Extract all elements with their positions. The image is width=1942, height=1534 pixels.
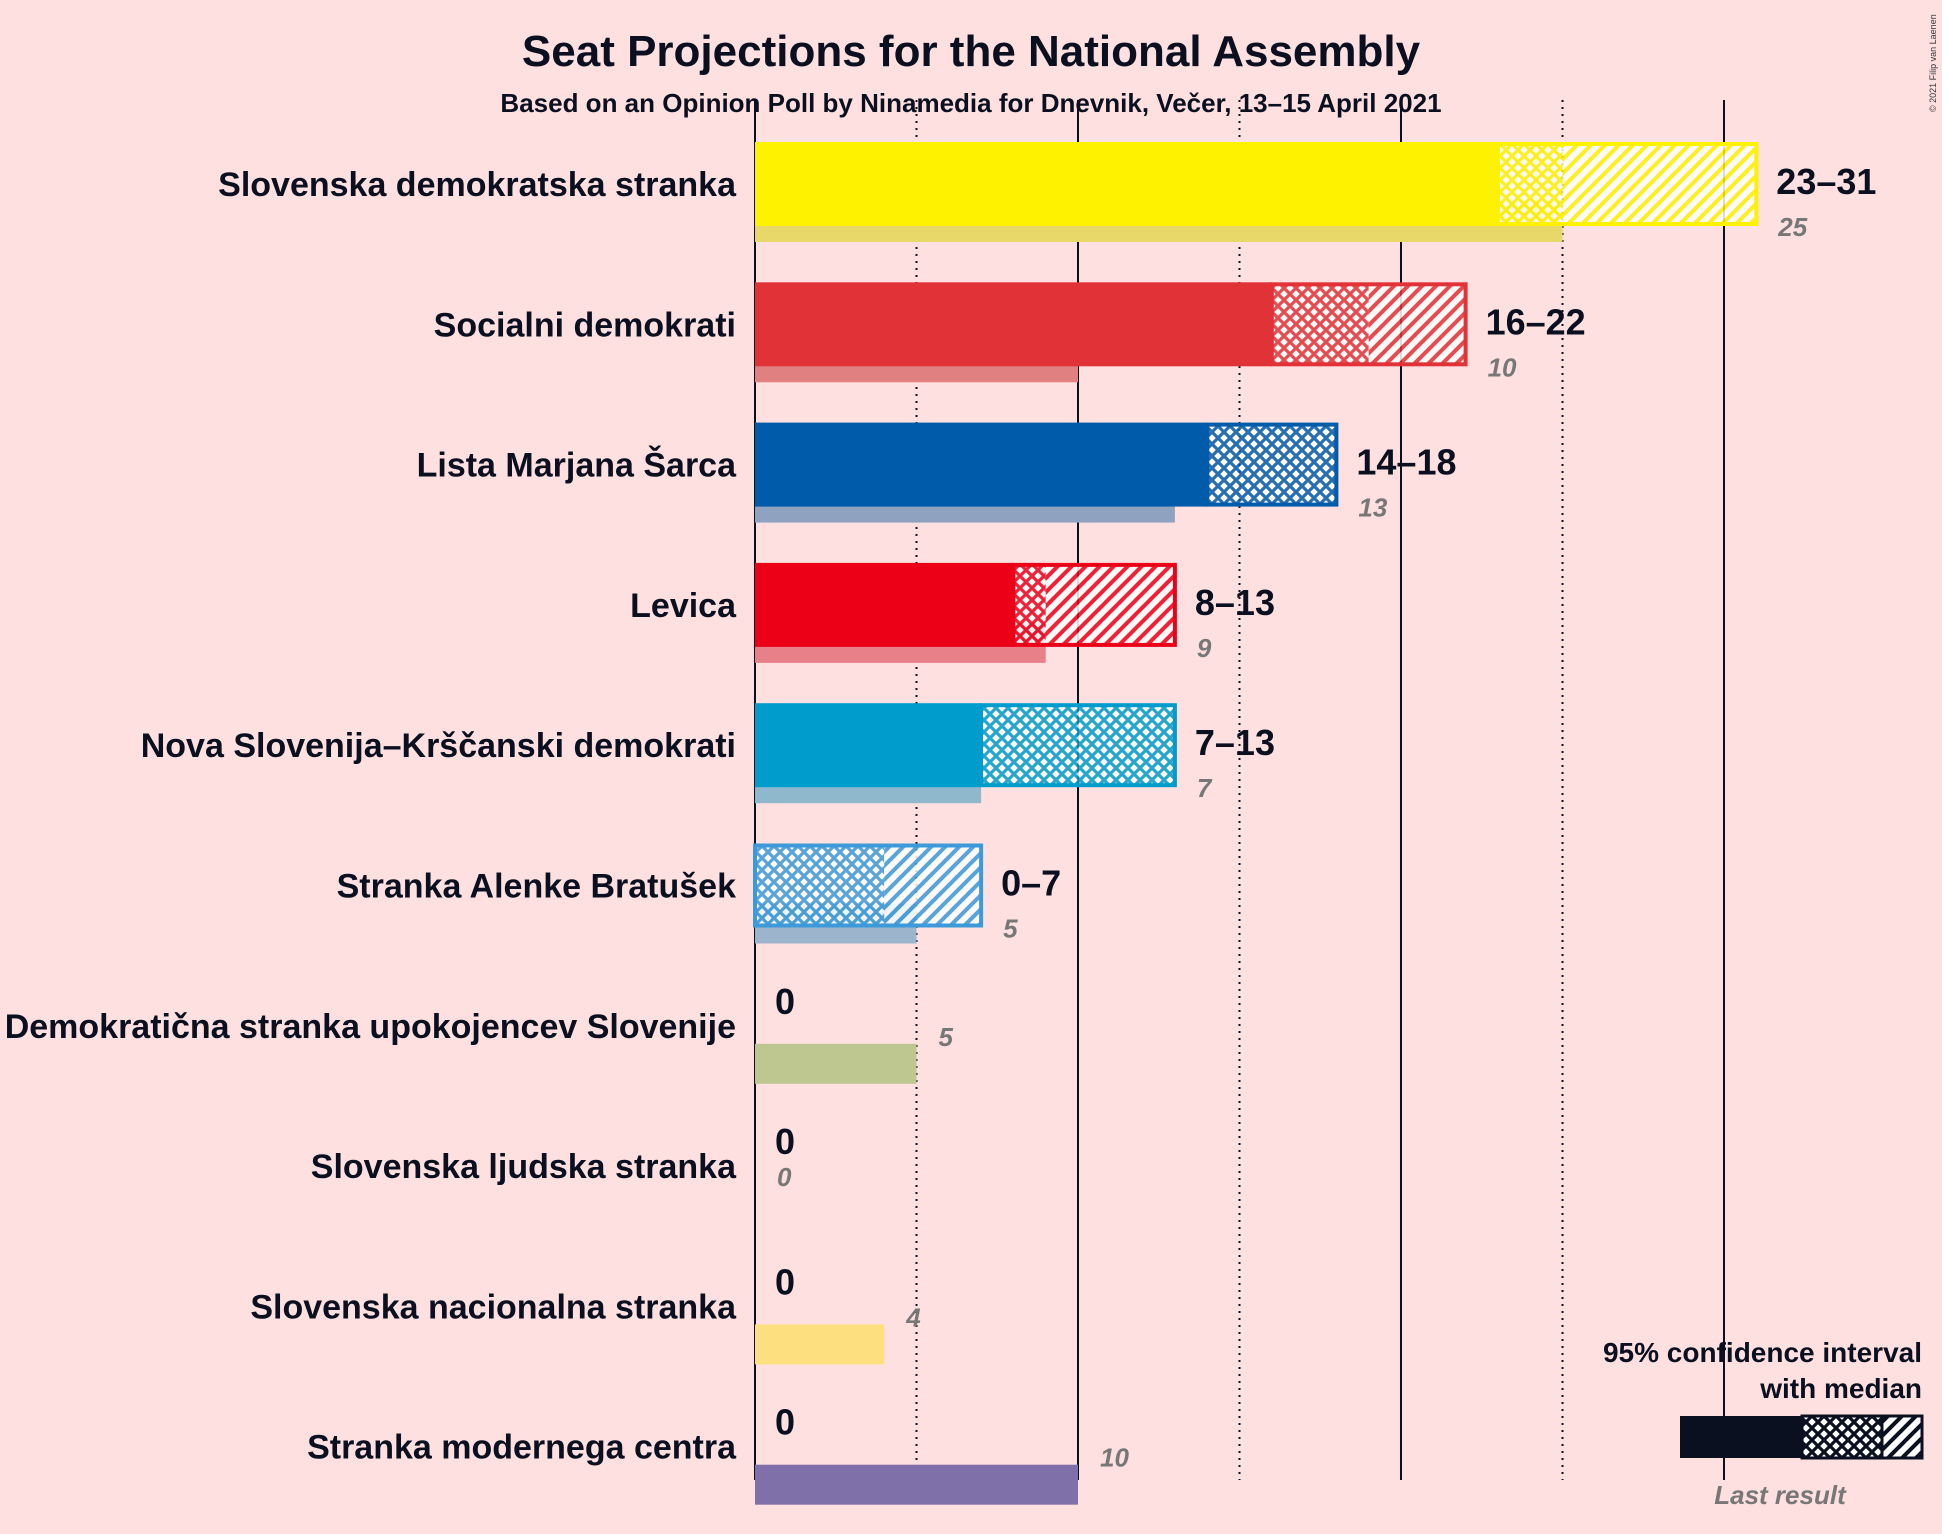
ci-solid-bar: [755, 562, 1014, 647]
last-result-label: 10: [1100, 1443, 1129, 1473]
ci-outline: [753, 843, 984, 928]
copyright-notice: © 2021 Filip van Laenen: [1928, 14, 1938, 112]
last-result-bar: [755, 1043, 917, 1084]
last-result-bar: [755, 1464, 1078, 1505]
seat-range-label: 14–18: [1356, 442, 1456, 483]
party-name: Slovenska nacionalna stranka: [250, 1288, 737, 1326]
seat-range-label: 0: [775, 981, 795, 1022]
seat-range-label: 23–31: [1776, 161, 1876, 202]
party-name: Demokratična stranka upokojencev Sloveni…: [5, 1008, 736, 1046]
last-result-label: 5: [1003, 914, 1018, 944]
ci-solid-bar: [755, 422, 1208, 507]
last-result-label: 7: [1197, 773, 1213, 803]
party-name: Socialni demokrati: [434, 306, 736, 344]
party-name: Slovenska ljudska stranka: [311, 1148, 737, 1186]
party-row-1: Socialni demokrati 16–22 10: [434, 282, 1586, 383]
chart-title: Seat Projections for the National Assemb…: [522, 27, 1421, 76]
seat-range-label: 0: [775, 1402, 795, 1443]
legend-solid-swatch: [1680, 1416, 1802, 1458]
last-result-label: 25: [1777, 212, 1807, 242]
party-name: Slovenska demokratska stranka: [218, 166, 737, 204]
party-bars: Slovenska demokratska stranka 23–31 25 Soci…: [5, 142, 1876, 1505]
last-result-label: 10: [1488, 352, 1517, 382]
legend-title-line2: with median: [1759, 1373, 1922, 1404]
party-name: Lista Marjana Šarca: [417, 446, 737, 485]
ci-outline: [1269, 282, 1468, 367]
last-result-label: 5: [939, 1022, 954, 1052]
seat-range-label: 7–13: [1195, 722, 1275, 763]
party-row-6: Demokratična stranka upokojencev Sloveni…: [5, 981, 954, 1084]
ci-outline: [1495, 142, 1759, 226]
ci-outline: [979, 703, 1177, 788]
seat-range-label: 0: [775, 1121, 795, 1162]
party-row-7: Slovenska ljudska stranka 00: [311, 1121, 795, 1192]
seat-range-label: 0: [775, 1261, 795, 1302]
party-row-5: Stranka Alenke Bratušek 0–7 5: [337, 843, 1061, 944]
ci-solid-bar: [755, 703, 982, 788]
ci-diagonal-bar: [1562, 144, 1757, 224]
legend-title-line1: 95% confidence interval: [1603, 1337, 1922, 1368]
ci-outline: [1011, 562, 1177, 647]
party-name: Stranka Alenke Bratušek: [337, 868, 736, 906]
party-name: Nova Slovenija–Krščanski demokrati: [141, 727, 736, 765]
last-result-bar: [755, 1324, 885, 1365]
ci-crosshatch-bar: [981, 705, 1175, 786]
party-row-8: Slovenska nacionalna stranka 0 4: [250, 1261, 921, 1365]
ci-crosshatch-bar: [1207, 424, 1337, 505]
party-row-2: Lista Marjana Šarca 14–18 13: [417, 422, 1457, 523]
party-row-3: Levica 8–13 9: [630, 562, 1275, 663]
last-result-label: 9: [1197, 633, 1212, 663]
last-result-label: 4: [905, 1302, 921, 1332]
ci-crosshatch-bar: [1013, 564, 1046, 645]
ci-crosshatch-bar: [1497, 144, 1563, 224]
seat-range-label: 16–22: [1486, 301, 1586, 342]
party-name: Stranka modernega centra: [307, 1429, 737, 1467]
last-result-label: 0: [777, 1162, 792, 1192]
legend-crosshatch-swatch: [1800, 1414, 1884, 1460]
ci-solid-bar: [755, 282, 1272, 367]
party-row-9: Stranka modernega centra 0 10: [307, 1402, 1129, 1505]
last-result-label: 13: [1358, 493, 1387, 523]
party-name: Levica: [630, 587, 737, 625]
ci-diagonal-bar: [1368, 284, 1466, 365]
seat-range-label: 8–13: [1195, 582, 1275, 623]
ci-outline: [1205, 422, 1339, 507]
party-row-0: Slovenska demokratska stranka 23–31 25: [218, 142, 1876, 242]
ci-diagonal-bar: [1045, 564, 1175, 645]
legend-diagonal-swatch: [1880, 1414, 1924, 1460]
ci-crosshatch-bar: [1271, 284, 1369, 365]
chart-subtitle: Based on an Opinion Poll by Ninamedia fo…: [500, 88, 1441, 118]
ci-crosshatch-bar: [755, 845, 885, 926]
legend-last-result-label: Last result: [1714, 1480, 1847, 1510]
ci-solid-bar: [755, 142, 1498, 226]
seat-range-label: 0–7: [1001, 863, 1061, 904]
ci-diagonal-bar: [884, 845, 982, 926]
party-row-4: Nova Slovenija–Krščanski demokrati 7–13 7: [141, 703, 1275, 804]
legend: 95% confidence interval with median Last…: [1603, 1337, 1924, 1510]
